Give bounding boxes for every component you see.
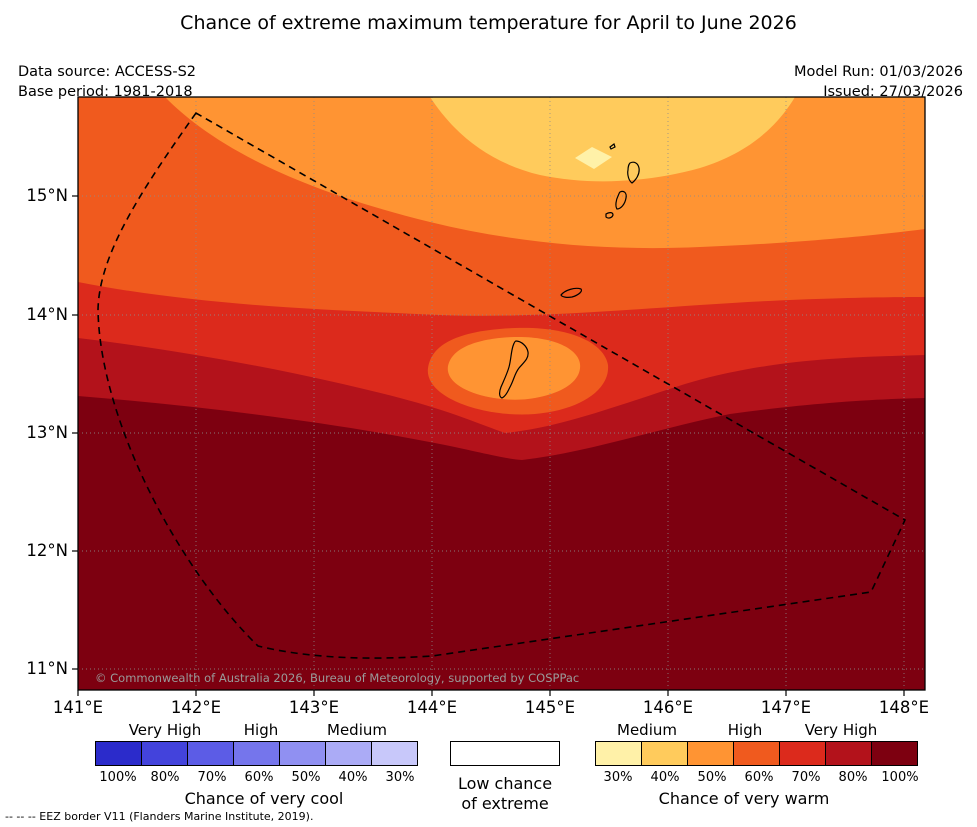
- island-saipan-outline: [627, 161, 640, 184]
- warm-swatch-50: [687, 741, 734, 766]
- warm-swatch-70: [779, 741, 826, 766]
- island-aguijan-outline: [605, 212, 614, 219]
- warm-swatch-40: [641, 741, 688, 766]
- cool-pct-label: 70%: [197, 770, 227, 785]
- warm-band-label: Medium: [617, 721, 677, 739]
- warm-pct-label: 50%: [697, 770, 727, 785]
- cool-pct-label: 100%: [99, 770, 137, 785]
- warm-pct-label: 40%: [650, 770, 680, 785]
- y-tick-label: 14°N: [26, 305, 68, 324]
- warm-legend-caption: Chance of very warm: [658, 789, 830, 808]
- header-left: Data source: ACCESS-S2 Base period: 1981…: [18, 62, 196, 102]
- cool-swatch-40: [325, 741, 372, 766]
- cool-pct-label: 80%: [150, 770, 180, 785]
- cool-swatch-80: [141, 741, 188, 766]
- issued-label: Issued: 27/03/2026: [823, 84, 963, 100]
- map-frame: [77, 96, 926, 691]
- model-run-label: Model Run: 01/03/2026: [793, 64, 963, 80]
- cool-pct-label: 40%: [338, 770, 368, 785]
- low-chance-swatch: [450, 741, 560, 766]
- cool-legend-caption: Chance of very cool: [184, 789, 344, 808]
- graticule-grid: [78, 97, 925, 690]
- y-tick-label: 13°N: [26, 423, 68, 442]
- x-tick-label: 146°E: [642, 698, 694, 717]
- x-tick-label: 148°E: [878, 698, 930, 717]
- x-tick-label: 142°E: [170, 698, 222, 717]
- cool-swatch-50: [279, 741, 326, 766]
- page-title: Chance of extreme maximum temperature fo…: [180, 12, 797, 34]
- contour-band-40pct: [430, 97, 795, 182]
- warm-swatch-100: [871, 741, 918, 766]
- cool-swatch-60: [233, 741, 280, 766]
- cool-pct-label: 30%: [385, 770, 415, 785]
- island-tinian-outline: [615, 190, 627, 210]
- base-period-label: Base period: 1981-2018: [18, 84, 193, 100]
- warm-swatch-30: [595, 741, 642, 766]
- cool-pct-label: 50%: [291, 770, 321, 785]
- cool-swatch-70: [187, 741, 234, 766]
- cool-pct-label: 60%: [244, 770, 274, 785]
- warm-swatch-60: [733, 741, 780, 766]
- data-source-label: Data source: ACCESS-S2: [18, 64, 197, 80]
- x-tick-label: 141°E: [52, 698, 104, 717]
- y-tick-label: 11°N: [26, 659, 68, 678]
- cool-swatch-30: [371, 741, 418, 766]
- cool-band-label: Medium: [327, 721, 387, 739]
- warm-pct-label: 70%: [791, 770, 821, 785]
- warm-pct-label: 60%: [744, 770, 774, 785]
- map-copyright: © Commonwealth of Australia 2026, Bureau…: [95, 671, 579, 685]
- island-rota-outline: [560, 287, 583, 298]
- warm-colorbar: [595, 741, 918, 766]
- warm-swatch-80: [825, 741, 872, 766]
- low-chance-caption: Low chance: [457, 774, 553, 793]
- island-guam-outline: [499, 340, 529, 399]
- low-chance-caption: of extreme: [461, 794, 549, 813]
- axis-ticks: [72, 195, 905, 696]
- eez-border-note: -- -- -- EEZ border V11 (Flanders Marine…: [5, 810, 314, 823]
- island-medinilla-outline: [609, 143, 616, 150]
- cool-band-label: Very High: [128, 721, 202, 739]
- cool-band-label: High: [243, 721, 279, 739]
- x-tick-label: 145°E: [524, 698, 576, 717]
- warm-pct-label: 100%: [881, 770, 919, 785]
- y-tick-label: 12°N: [26, 541, 68, 560]
- x-tick-label: 143°E: [288, 698, 340, 717]
- cool-swatch-100: [95, 741, 142, 766]
- x-tick-label: 147°E: [760, 698, 812, 717]
- eez-border-line: [97, 111, 907, 659]
- contour-map: © Commonwealth of Australia 2026, Bureau…: [72, 96, 926, 696]
- x-tick-label: 144°E: [406, 698, 458, 717]
- warm-band-label: High: [727, 721, 763, 739]
- contour-pocket-50pct-guam: [447, 336, 581, 400]
- y-tick-label: 15°N: [26, 186, 68, 205]
- warm-pct-label: 30%: [603, 770, 633, 785]
- warm-pct-label: 80%: [838, 770, 868, 785]
- warm-band-label: Very High: [804, 721, 878, 739]
- header-right: Model Run: 01/03/2026 Issued: 27/03/2026: [794, 62, 963, 102]
- cool-colorbar: [95, 741, 418, 766]
- contour-band-30pct: [575, 147, 612, 169]
